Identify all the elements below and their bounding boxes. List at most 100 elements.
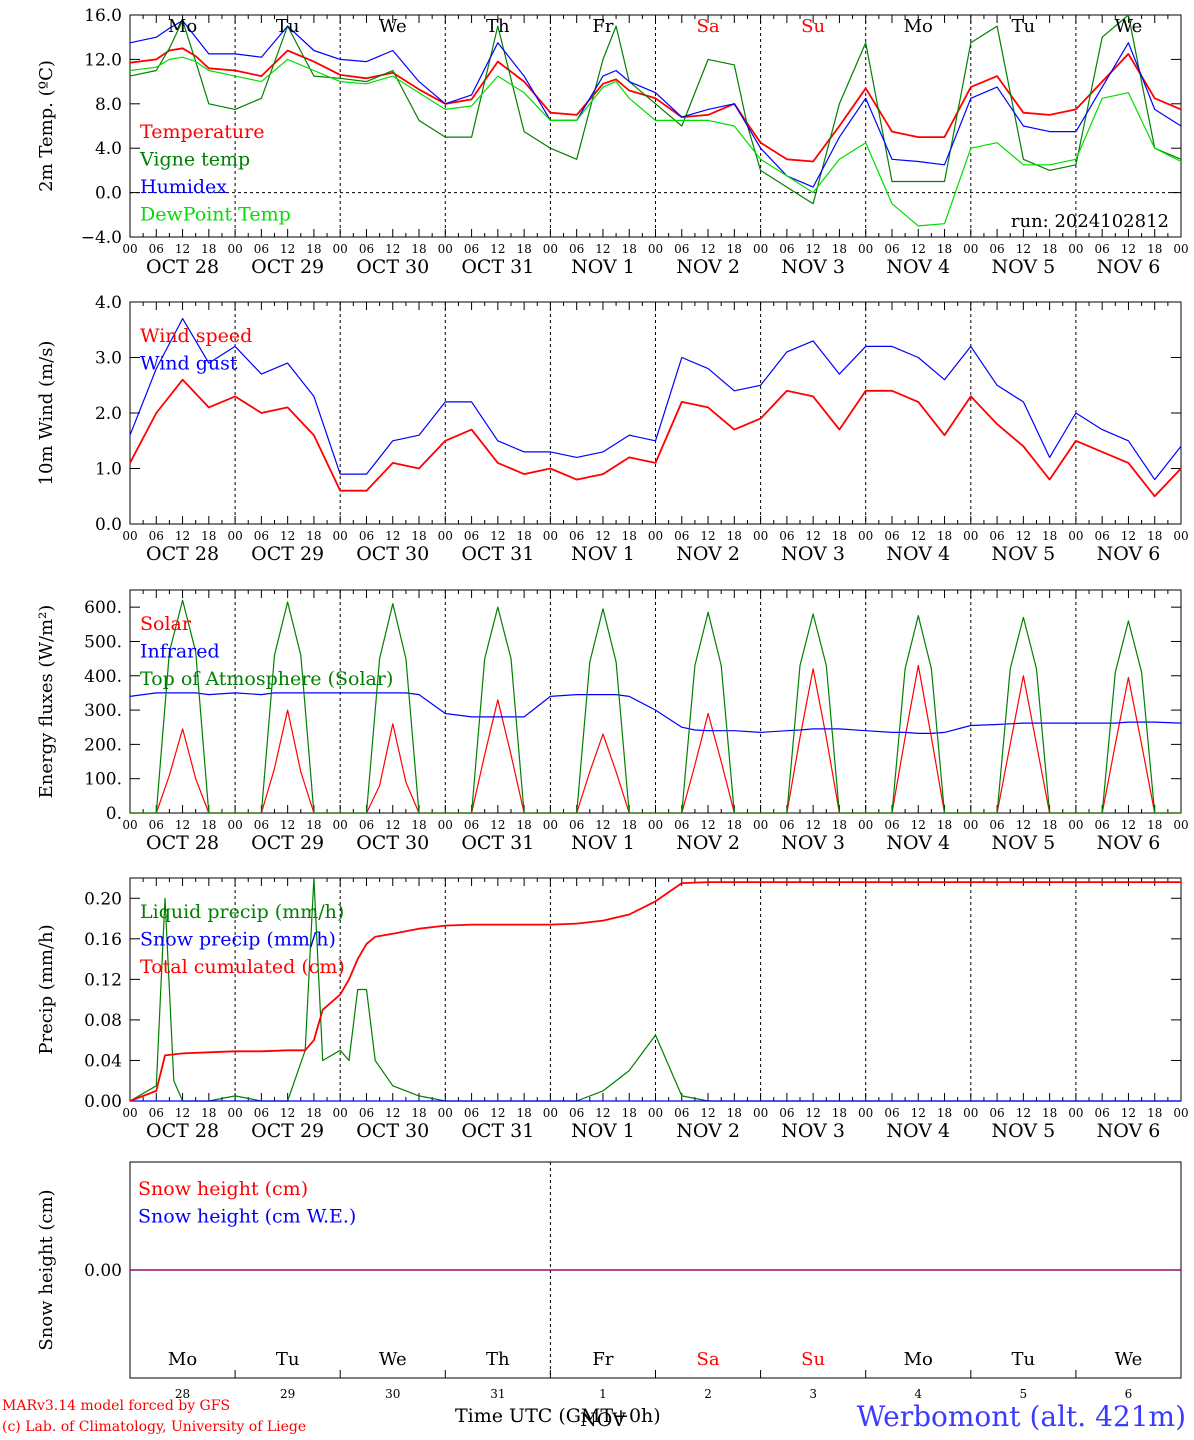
day-name-label: Th [486,1349,510,1370]
date-label: NOV 3 [781,543,845,565]
hour-tick-label: 12 [595,1106,610,1120]
day-name-label: Fr [592,1349,613,1370]
hour-tick-label: 06 [254,242,269,256]
day-name-label: Mo [168,1349,197,1370]
hour-tick-label: 00 [963,1106,978,1120]
hour-tick-label: 00 [333,242,348,256]
hour-tick-label: 06 [1095,1106,1110,1120]
y-tick-label: 12.0 [84,50,122,70]
hour-tick-label: 00 [858,1106,873,1120]
legend-entry: Wind gust [140,353,238,375]
y-tick-label: 0.00 [84,1092,122,1112]
hour-tick-label: 18 [201,1106,216,1120]
date-label: NOV 5 [991,1120,1055,1142]
hour-tick-label: 18 [1042,242,1057,256]
date-label: NOV 2 [676,256,740,278]
hour-tick-label: 12 [280,818,295,832]
hour-tick-label: 06 [779,242,794,256]
hour-tick-label: 12 [280,1106,295,1120]
hour-tick-label: 12 [700,1106,715,1120]
date-label: NOV 5 [991,832,1055,854]
hour-tick-label: 06 [989,529,1004,543]
hour-tick-label: 18 [306,1106,321,1120]
hour-tick-label: 12 [490,818,505,832]
hour-tick-label: 12 [175,529,190,543]
hour-tick-label: 18 [832,529,847,543]
hour-tick-label: 06 [1095,529,1110,543]
hour-tick-label: 18 [411,818,426,832]
y-tick-label: 100. [84,770,122,790]
hour-tick-label: 06 [884,242,899,256]
day-number-label: 29 [280,1387,295,1401]
day-name-label: Sa [697,1349,720,1370]
hour-tick-label: 00 [858,818,873,832]
date-label: OCT 28 [146,832,219,854]
date-label: OCT 30 [356,543,429,565]
day-name-label: Sa [697,16,720,37]
hour-tick-label: 18 [201,529,216,543]
date-label: OCT 31 [461,543,534,565]
y-axis-title: Precip (mm/h) [36,924,57,1054]
legend-entry: Humidex [140,176,227,198]
y-tick-label: 500. [84,632,122,652]
hour-tick-label: 18 [832,242,847,256]
series-line-vigne-temp [129,14,1182,205]
hour-tick-label: 00 [122,242,137,256]
day-name-label: Su [801,1349,825,1370]
day-name-label: We [1115,1349,1143,1370]
hour-tick-label: 18 [937,818,952,832]
hour-tick-label: 06 [674,1106,689,1120]
hour-tick-label: 06 [254,1106,269,1120]
y-tick-label: 0.0 [95,515,122,535]
series-line-wind-speed [129,378,1182,498]
hour-tick-label: 00 [963,242,978,256]
hour-tick-label: 06 [149,818,164,832]
hour-tick-label: 00 [1068,1106,1083,1120]
y-tick-label: 0.0 [95,184,122,204]
run-annotation: run: 2024102812 [1011,211,1169,232]
legend-entry: Snow height (cm W.E.) [138,1206,356,1228]
hour-tick-label: 06 [779,1106,794,1120]
hour-tick-label: 00 [122,529,137,543]
hour-tick-label: 06 [884,818,899,832]
hour-tick-label: 06 [674,242,689,256]
hour-tick-label: 12 [911,529,926,543]
hour-tick-label: 00 [543,529,558,543]
hour-tick-label: 06 [359,529,374,543]
date-label: OCT 29 [251,1120,324,1142]
series-line-infrared [129,692,1182,735]
legend-entry: Snow height (cm) [138,1178,308,1200]
hour-tick-label: 06 [359,818,374,832]
credit-lab: (c) Lab. of Climatology, University of L… [2,1419,307,1435]
hour-tick-label: 00 [1068,818,1083,832]
credit-model: MARv3.14 model forced by GFS [2,1398,231,1414]
hour-tick-label: 18 [1042,1106,1057,1120]
date-label: OCT 29 [251,832,324,854]
hour-tick-label: 12 [1121,242,1136,256]
hour-tick-label: 12 [280,529,295,543]
hour-tick-label: 00 [438,529,453,543]
hour-tick-label: 18 [516,529,531,543]
legend-entry: Solar [140,613,192,635]
date-label: NOV 5 [991,256,1055,278]
hour-tick-label: 12 [1016,1106,1031,1120]
panel-3 [129,589,1182,814]
series-line-humidex [129,20,1182,188]
legend-entry: Infrared [140,641,220,663]
hour-tick-label: 12 [806,818,821,832]
legend-entry: Vigne temp [139,149,250,171]
hour-tick-label: 18 [306,529,321,543]
date-label: OCT 30 [356,1120,429,1142]
date-label: NOV 4 [886,832,950,854]
hour-tick-label: 00 [858,242,873,256]
date-label: NOV 2 [676,1120,740,1142]
hour-tick-label: 00 [227,818,242,832]
hour-tick-label: 06 [884,529,899,543]
hour-tick-label: 00 [543,1106,558,1120]
hour-tick-label: 06 [779,818,794,832]
date-label: NOV 6 [1097,832,1161,854]
panel-2 [129,301,1182,525]
hour-tick-label: 12 [1121,1106,1136,1120]
hour-tick-label: 00 [227,529,242,543]
